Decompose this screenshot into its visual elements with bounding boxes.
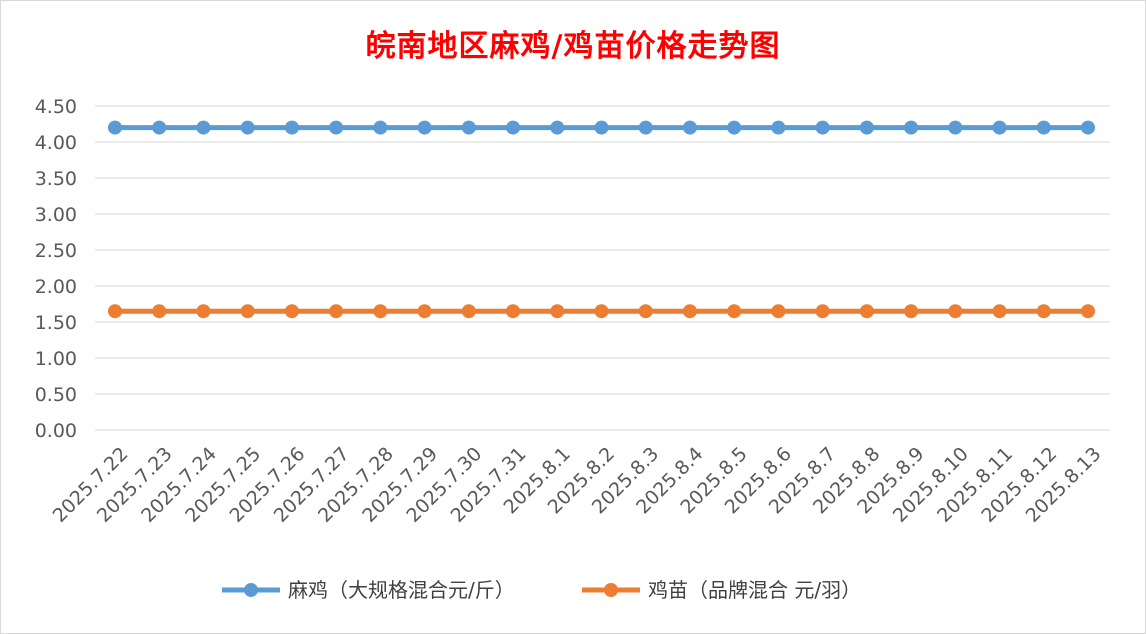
data-point: [417, 304, 432, 319]
data-point: [727, 304, 742, 319]
data-point: [196, 304, 211, 319]
x-axis-ticks: 2025.7.222025.7.232025.7.242025.7.252025…: [49, 443, 1106, 527]
series-1: [108, 120, 1095, 135]
y-tick-label: 4.50: [35, 96, 77, 118]
data-point: [771, 120, 786, 135]
data-point: [859, 304, 874, 319]
y-tick-label: 4.00: [35, 132, 77, 154]
data-point: [638, 120, 653, 135]
data-point: [550, 304, 565, 319]
legend-item-2: 鸡苗（品牌混合 元/羽）: [582, 578, 861, 602]
data-point: [948, 304, 963, 319]
data-point: [904, 120, 919, 135]
chart-title: 皖南地区麻鸡/鸡苗价格走势图: [365, 29, 781, 64]
data-point: [284, 120, 299, 135]
data-point: [948, 120, 963, 135]
data-point: [329, 120, 344, 135]
data-point: [859, 120, 874, 135]
data-point: [682, 120, 697, 135]
data-point: [815, 304, 830, 319]
data-point: [506, 120, 521, 135]
data-point: [815, 120, 830, 135]
data-point: [594, 304, 609, 319]
data-point: [240, 120, 255, 135]
data-point: [417, 120, 432, 135]
data-point: [638, 304, 653, 319]
legend-marker: [604, 583, 618, 597]
data-point: [992, 304, 1007, 319]
data-point: [1081, 120, 1095, 135]
y-tick-label: 1.50: [35, 312, 77, 334]
data-point: [461, 304, 476, 319]
y-tick-label: 0.00: [35, 420, 77, 442]
y-tick-label: 2.00: [35, 276, 77, 298]
data-point: [682, 304, 697, 319]
legend-label: 鸡苗（品牌混合 元/羽）: [648, 578, 861, 602]
y-axis-ticks: 0.00 0.50 1.00 1.50 2.00 2.50 3.00 3.50 4.00 4.50: [35, 96, 77, 442]
legend-marker: [244, 583, 258, 597]
data-point: [506, 304, 521, 319]
gridlines: [95, 105, 1110, 431]
data-point: [727, 120, 742, 135]
legend-item-1: 麻鸡（大规格混合元/斤）: [222, 578, 515, 602]
y-tick-label: 3.50: [35, 168, 77, 190]
series-2: [108, 304, 1095, 319]
data-point: [240, 304, 255, 319]
data-point: [196, 120, 211, 135]
data-point: [594, 120, 609, 135]
data-point: [992, 120, 1007, 135]
data-point: [152, 120, 167, 135]
data-point: [771, 304, 786, 319]
data-point: [1081, 304, 1095, 319]
data-point: [550, 120, 565, 135]
data-point: [373, 120, 388, 135]
data-point: [108, 120, 122, 135]
series-layer: [108, 120, 1095, 319]
y-tick-label: 1.00: [35, 348, 77, 370]
y-tick-label: 3.00: [35, 204, 77, 226]
data-point: [904, 304, 919, 319]
data-point: [461, 120, 476, 135]
data-point: [1036, 304, 1051, 319]
y-tick-label: 0.50: [35, 384, 77, 406]
data-point: [329, 304, 344, 319]
data-point: [1036, 120, 1051, 135]
data-point: [373, 304, 388, 319]
legend: 麻鸡（大规格混合元/斤） 鸡苗（品牌混合 元/羽）: [222, 578, 861, 602]
data-point: [108, 304, 122, 319]
data-point: [152, 304, 167, 319]
data-point: [284, 304, 299, 319]
legend-label: 麻鸡（大规格混合元/斤）: [288, 578, 515, 602]
y-tick-label: 2.50: [35, 240, 77, 262]
